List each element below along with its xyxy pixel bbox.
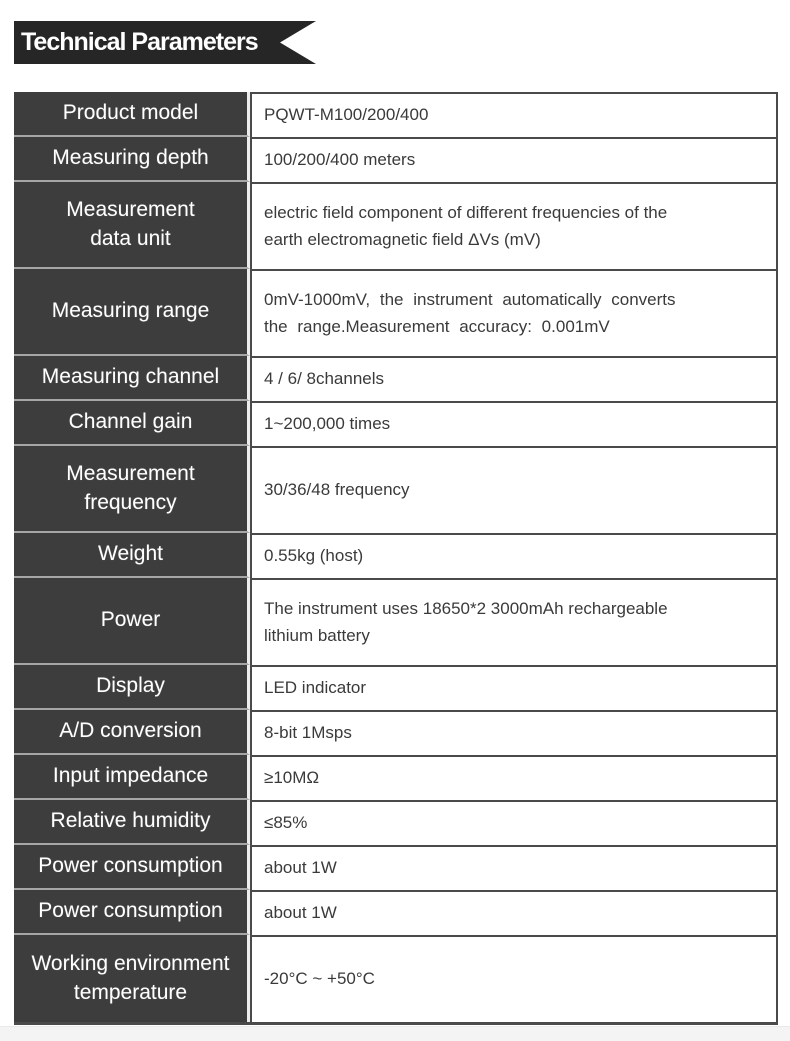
table-row: Power The instrument uses 18650*2 3000mA… — [14, 578, 778, 665]
parameter-value: The instrument uses 18650*2 3000mAh rech… — [264, 599, 668, 645]
table-row: Power consumption about 1W — [14, 890, 778, 935]
parameter-value-cell: about 1W — [250, 890, 778, 935]
parameter-name-cell: Measuring channel — [14, 356, 250, 401]
parameter-value-cell: ≥10MΩ — [250, 755, 778, 800]
parameter-value-cell: PQWT-M100/200/400 — [250, 92, 778, 137]
section-title: Technical Parameters — [21, 28, 258, 56]
parameter-value-cell: 4 / 6/ 8channels — [250, 356, 778, 401]
footer-strip — [0, 1026, 790, 1041]
parameter-value-cell: about 1W — [250, 845, 778, 890]
table-row: Working environment temperature -20°C ~ … — [14, 935, 778, 1022]
parameter-value-cell: electric field component of different fr… — [250, 182, 778, 269]
parameter-value: about 1W — [264, 903, 337, 923]
table-row: Measuring depth 100/200/400 meters — [14, 137, 778, 182]
parameter-value: 4 / 6/ 8channels — [264, 369, 385, 389]
section-banner: Technical Parameters — [14, 21, 316, 64]
parameter-value-cell: ≤85% — [250, 800, 778, 845]
table-row: Measurement frequency 30/36/48 frequency — [14, 446, 778, 533]
table-row: Weight 0.55kg (host) — [14, 533, 778, 578]
parameters-table: Product model PQWT-M100/200/400 Measurin… — [14, 92, 778, 1025]
parameter-value-cell: -20°C ~ +50°C — [250, 935, 778, 1022]
parameter-value: electric field component of different fr… — [264, 203, 668, 249]
parameter-value-cell: 1~200,000 times — [250, 401, 778, 446]
parameter-name-cell: Power — [14, 578, 250, 665]
parameter-name-cell: Display — [14, 665, 250, 710]
parameter-value-cell: 8-bit 1Msps — [250, 710, 778, 755]
parameter-value-cell: 0mV-1000mV, the instrument automatically… — [250, 269, 778, 356]
parameter-value: 1~200,000 times — [264, 414, 391, 434]
table-row: Measuring range 0mV-1000mV, the instrume… — [14, 269, 778, 356]
parameter-value-cell: LED indicator — [250, 665, 778, 710]
parameter-value: -20°C ~ +50°C — [264, 969, 375, 989]
parameter-name-cell: Measuring range — [14, 269, 250, 356]
table-row: Measurement data unit electric field com… — [14, 182, 778, 269]
parameter-value-cell: The instrument uses 18650*2 3000mAh rech… — [250, 578, 778, 665]
parameter-value: 100/200/400 meters — [264, 150, 416, 170]
parameter-name-cell: Power consumption — [14, 890, 250, 935]
table-row: Relative humidity ≤85% — [14, 800, 778, 845]
parameter-name-cell: Input impedance — [14, 755, 250, 800]
parameter-value: 30/36/48 frequency — [264, 480, 410, 500]
table-row: Input impedance ≥10MΩ — [14, 755, 778, 800]
parameter-name-cell: Measuring depth — [14, 137, 250, 182]
table-row: Display LED indicator — [14, 665, 778, 710]
table-row: A/D conversion 8-bit 1Msps — [14, 710, 778, 755]
parameter-value-cell: 100/200/400 meters — [250, 137, 778, 182]
parameter-value: LED indicator — [264, 678, 367, 698]
parameter-value: ≥10MΩ — [264, 768, 320, 788]
parameter-value-cell: 0.55kg (host) — [250, 533, 778, 578]
table-row: Measuring channel 4 / 6/ 8channels — [14, 356, 778, 401]
parameter-name-cell: Weight — [14, 533, 250, 578]
parameter-name-cell: Measurement data unit — [14, 182, 250, 269]
parameter-name-cell: Measurement frequency — [14, 446, 250, 533]
parameter-name-cell: Working environment temperature — [14, 935, 250, 1022]
parameter-value: 0.55kg (host) — [264, 546, 364, 566]
parameter-name-cell: Product model — [14, 92, 250, 137]
table-row: Product model PQWT-M100/200/400 — [14, 92, 778, 137]
parameter-name-cell: A/D conversion — [14, 710, 250, 755]
parameter-value-cell: 30/36/48 frequency — [250, 446, 778, 533]
parameter-value: PQWT-M100/200/400 — [264, 105, 429, 125]
parameter-value: ≤85% — [264, 813, 308, 833]
parameter-value: 0mV-1000mV, the instrument automatically… — [264, 290, 676, 336]
parameter-value: 8-bit 1Msps — [264, 723, 352, 743]
parameter-name-cell: Power consumption — [14, 845, 250, 890]
table-row: Channel gain 1~200,000 times — [14, 401, 778, 446]
parameter-name-cell: Relative humidity — [14, 800, 250, 845]
parameter-value: about 1W — [264, 858, 337, 878]
table-row: Power consumption about 1W — [14, 845, 778, 890]
parameter-name-cell: Channel gain — [14, 401, 250, 446]
